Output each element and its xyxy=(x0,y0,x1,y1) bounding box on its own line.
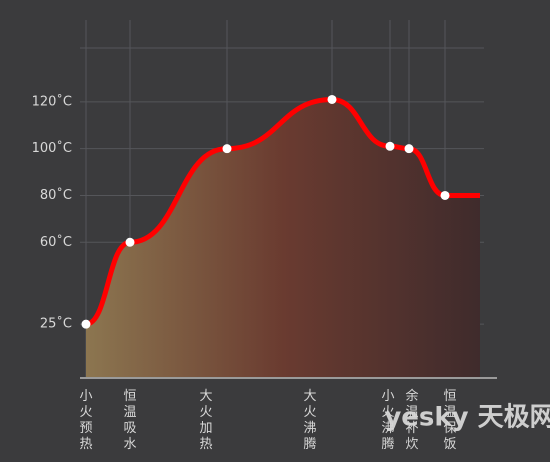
x-tick-label: 小火沸腾 xyxy=(381,389,394,452)
x-tick-label: 小火预热 xyxy=(79,389,92,452)
point xyxy=(327,94,337,104)
point xyxy=(385,141,395,151)
y-tick-label: 120˚C xyxy=(32,93,72,109)
x-tick-label: 余温补炊 xyxy=(405,388,418,452)
y-tick-label: 100˚C xyxy=(32,140,72,156)
x-tick-label: 大火加热 xyxy=(199,389,212,452)
x-tick-label: 大火沸腾 xyxy=(303,389,316,452)
point xyxy=(440,190,450,200)
point xyxy=(404,144,414,154)
watermark: yesky 天极网 xyxy=(384,403,550,433)
y-tick-label: 60˚C xyxy=(40,234,72,250)
y-tick-label: 80˚C xyxy=(40,187,72,203)
point xyxy=(222,144,232,154)
y-tick-label: 25˚C xyxy=(40,316,72,332)
area xyxy=(86,99,480,378)
x-tick-label: 恒温保饭 xyxy=(443,389,456,452)
x-tick-label: 恒温吸水 xyxy=(123,389,136,452)
point xyxy=(81,319,91,329)
point xyxy=(125,237,135,247)
